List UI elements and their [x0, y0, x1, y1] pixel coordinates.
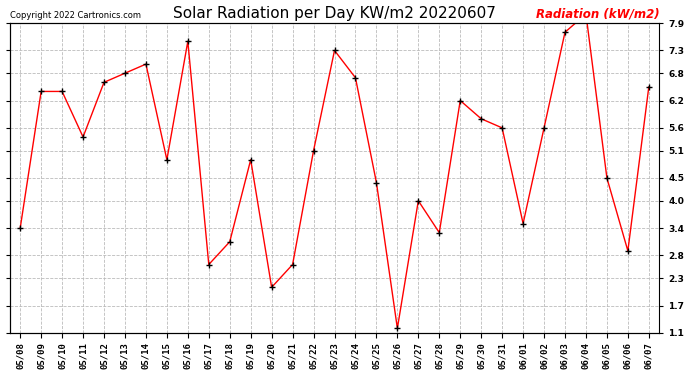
Text: Radiation (kW/m2): Radiation (kW/m2): [535, 7, 659, 20]
Text: Copyright 2022 Cartronics.com: Copyright 2022 Cartronics.com: [10, 11, 141, 20]
Title: Solar Radiation per Day KW/m2 20220607: Solar Radiation per Day KW/m2 20220607: [173, 6, 496, 21]
